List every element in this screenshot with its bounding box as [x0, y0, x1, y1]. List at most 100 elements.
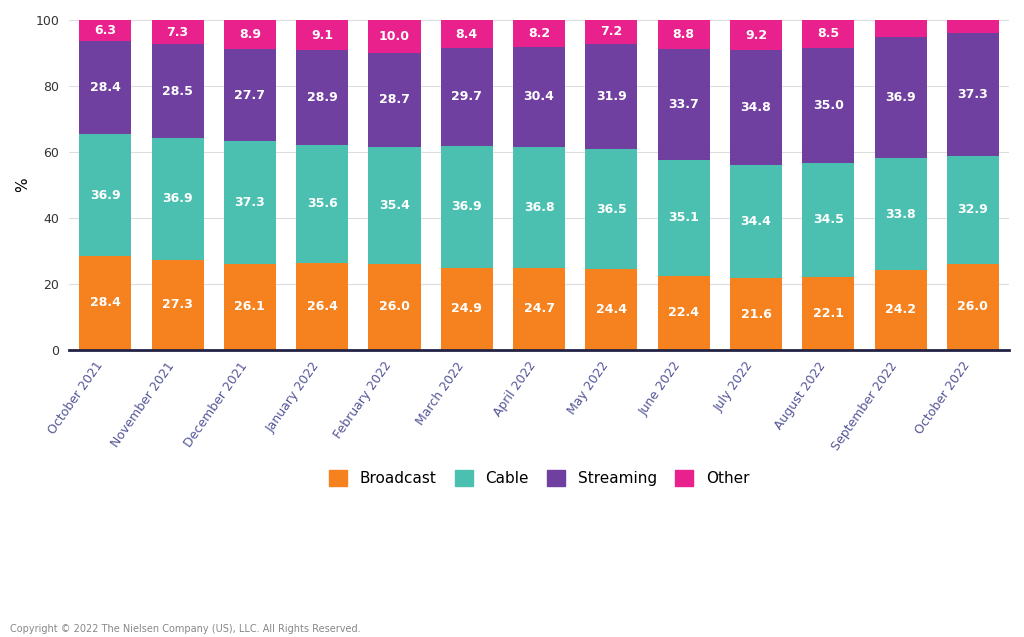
Bar: [802, 277, 854, 350]
Bar: [296, 20, 348, 50]
Text: 31.9: 31.9: [596, 90, 627, 103]
Text: 28.4: 28.4: [90, 81, 121, 94]
Bar: [224, 264, 275, 350]
Bar: [586, 44, 637, 149]
Bar: [802, 20, 854, 48]
Text: 36.9: 36.9: [885, 91, 915, 104]
Bar: [79, 256, 131, 350]
Text: 26.0: 26.0: [957, 300, 988, 313]
Text: 34.5: 34.5: [813, 213, 844, 227]
Text: 6.3: 6.3: [94, 24, 117, 37]
Text: 28.5: 28.5: [162, 85, 194, 97]
Text: 28.4: 28.4: [90, 296, 121, 310]
Text: 22.1: 22.1: [813, 307, 844, 320]
Bar: [586, 149, 637, 269]
Text: 9.1: 9.1: [311, 29, 333, 41]
Text: 8.5: 8.5: [817, 27, 840, 40]
Text: 29.7: 29.7: [452, 90, 482, 103]
Bar: [296, 50, 348, 145]
Text: 24.4: 24.4: [596, 303, 627, 316]
Bar: [369, 53, 421, 147]
Text: 9.2: 9.2: [744, 29, 767, 41]
Text: 27.3: 27.3: [162, 298, 194, 311]
Text: 8.8: 8.8: [673, 28, 694, 41]
Text: Copyright © 2022 The Nielsen Company (US), LLC. All Rights Reserved.: Copyright © 2022 The Nielsen Company (US…: [10, 624, 360, 634]
Bar: [657, 20, 710, 49]
Bar: [369, 20, 421, 53]
Bar: [79, 41, 131, 134]
Text: 21.6: 21.6: [740, 308, 771, 320]
Bar: [152, 138, 204, 260]
Bar: [513, 47, 565, 147]
Bar: [586, 20, 637, 44]
Bar: [947, 155, 998, 264]
Text: 32.9: 32.9: [957, 203, 988, 216]
Text: 24.2: 24.2: [885, 303, 916, 317]
Bar: [730, 165, 782, 278]
Text: 10.0: 10.0: [379, 30, 410, 43]
Bar: [657, 160, 710, 276]
Text: 34.4: 34.4: [740, 215, 771, 228]
Bar: [152, 44, 204, 138]
Text: 35.0: 35.0: [813, 99, 844, 112]
Text: 8.4: 8.4: [456, 27, 478, 41]
Bar: [440, 20, 493, 48]
Text: 33.8: 33.8: [885, 208, 915, 220]
Text: 8.9: 8.9: [239, 28, 261, 41]
Bar: [657, 49, 710, 160]
Text: 34.8: 34.8: [740, 101, 771, 114]
Text: 27.7: 27.7: [234, 89, 265, 101]
Bar: [152, 260, 204, 350]
Bar: [296, 145, 348, 262]
Bar: [224, 49, 275, 141]
Text: 24.7: 24.7: [523, 303, 555, 315]
Text: 28.9: 28.9: [307, 91, 338, 104]
Text: 26.4: 26.4: [307, 299, 338, 313]
Text: 26.1: 26.1: [234, 300, 265, 313]
Bar: [586, 269, 637, 350]
Text: 28.7: 28.7: [379, 94, 410, 106]
Bar: [947, 20, 998, 32]
Bar: [730, 278, 782, 350]
Bar: [440, 146, 493, 268]
Bar: [296, 262, 348, 350]
Text: 7.3: 7.3: [167, 25, 188, 38]
Bar: [369, 264, 421, 350]
Bar: [730, 50, 782, 165]
Text: 36.9: 36.9: [452, 200, 482, 213]
Bar: [802, 48, 854, 163]
Bar: [152, 20, 204, 44]
Bar: [802, 163, 854, 277]
Bar: [874, 159, 927, 270]
Text: 35.1: 35.1: [669, 211, 699, 224]
Bar: [947, 32, 998, 155]
Legend: Broadcast, Cable, Streaming, Other: Broadcast, Cable, Streaming, Other: [322, 463, 757, 494]
Text: 36.8: 36.8: [523, 201, 554, 214]
Bar: [440, 48, 493, 146]
Bar: [440, 268, 493, 350]
Text: 26.0: 26.0: [379, 300, 410, 313]
Bar: [947, 264, 998, 350]
Bar: [657, 276, 710, 350]
Bar: [874, 20, 927, 37]
Bar: [513, 268, 565, 350]
Text: 36.9: 36.9: [162, 192, 193, 205]
Bar: [79, 134, 131, 256]
Y-axis label: %: %: [15, 178, 30, 192]
Bar: [369, 147, 421, 264]
Text: 36.5: 36.5: [596, 203, 627, 215]
Bar: [224, 141, 275, 264]
Bar: [224, 20, 275, 49]
Text: 33.7: 33.7: [669, 98, 699, 111]
Bar: [874, 37, 927, 159]
Text: 22.4: 22.4: [669, 306, 699, 319]
Text: 35.6: 35.6: [307, 197, 338, 210]
Text: 8.2: 8.2: [528, 27, 550, 39]
Text: 37.3: 37.3: [957, 87, 988, 101]
Text: 37.3: 37.3: [234, 196, 265, 209]
Text: 36.9: 36.9: [90, 189, 121, 202]
Bar: [79, 20, 131, 41]
Text: 7.2: 7.2: [600, 25, 623, 38]
Bar: [513, 20, 565, 47]
Bar: [874, 270, 927, 350]
